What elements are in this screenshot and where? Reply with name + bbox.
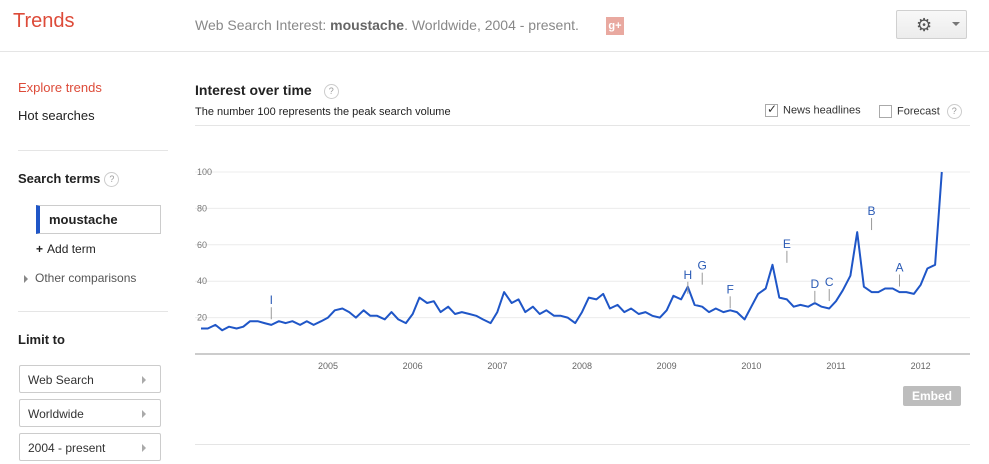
other-comparisons-toggle[interactable]: Other comparisons: [24, 271, 136, 285]
sidebar: Explore trends Hot searches Search terms…: [0, 52, 175, 464]
search-terms-heading: Search terms?: [18, 171, 120, 188]
x-tick-label: 2010: [741, 361, 761, 371]
limit-region-value: Worldwide: [28, 407, 84, 421]
query-summary: Web Search Interest: moustache. Worldwid…: [195, 17, 579, 33]
interest-over-time-heading: Interest over time?: [195, 82, 339, 99]
limit-region-select[interactable]: Worldwide: [19, 399, 161, 427]
top-bar: Trends Web Search Interest: moustache. W…: [0, 0, 989, 52]
y-tick-label: 20: [197, 313, 207, 323]
news-headlines-checkbox[interactable]: News headlines: [765, 102, 861, 117]
chevron-right-icon: [142, 376, 146, 384]
forecast-checkbox[interactable]: Forecast?: [879, 104, 962, 119]
x-tick-label: 2011: [826, 361, 845, 371]
limit-to-heading: Limit to: [18, 332, 65, 347]
y-tick-label: 40: [197, 276, 207, 286]
limit-time-select[interactable]: 2004 - present: [19, 433, 161, 461]
checkbox-checked-icon: [765, 102, 778, 117]
limit-time-value: 2004 - present: [28, 441, 106, 455]
query-suffix: . Worldwide, 2004 - present.: [404, 17, 579, 33]
divider: [195, 444, 970, 445]
embed-button[interactable]: Embed: [903, 386, 961, 406]
annotation-label: H: [683, 268, 692, 282]
forecast-label: Forecast: [897, 105, 940, 118]
annotation-label: A: [895, 260, 903, 274]
checkbox-unchecked-icon: [879, 105, 892, 118]
nav-hot-searches[interactable]: Hot searches: [18, 108, 95, 123]
gear-icon: ⚙: [916, 15, 933, 35]
news-headlines-label: News headlines: [783, 104, 861, 117]
google-plus-share-button[interactable]: g+: [606, 17, 624, 35]
annotation-label: I: [270, 293, 273, 307]
chevron-right-icon: [142, 410, 146, 418]
add-term-label: Add term: [47, 242, 96, 256]
help-icon[interactable]: ?: [104, 172, 120, 188]
brand-logo[interactable]: Trends: [13, 10, 75, 32]
annotation-label: D: [810, 277, 819, 291]
interest-over-time-title: Interest over time: [195, 82, 312, 98]
x-tick-label: 2012: [911, 361, 931, 371]
limit-web-search-select[interactable]: Web Search: [19, 365, 161, 393]
plus-icon: +: [36, 242, 44, 256]
annotation-label: B: [868, 204, 876, 218]
annotation-label: C: [825, 275, 834, 289]
nav-explore-trends[interactable]: Explore trends: [18, 80, 102, 95]
settings-button[interactable]: ⚙: [896, 10, 967, 39]
chart-subtitle: The number 100 represents the peak searc…: [195, 106, 451, 118]
query-term: moustache: [330, 17, 405, 33]
other-comparisons-label: Other comparisons: [35, 271, 137, 285]
main-panel: Interest over time? The number 100 repre…: [195, 52, 975, 464]
annotation-label: E: [783, 237, 791, 251]
x-tick-label: 2006: [403, 361, 423, 371]
interest-chart: 20 40 60 80 100 2005 2006 2007 2008 2009 2010 2011 2…: [195, 167, 970, 371]
help-icon[interactable]: ?: [946, 104, 962, 119]
chevron-right-icon: [24, 274, 28, 283]
y-tick-label: 60: [197, 240, 207, 250]
limit-web-search-value: Web Search: [28, 373, 94, 387]
x-tick-label: 2005: [318, 361, 338, 371]
chevron-right-icon: [142, 444, 146, 452]
search-term-moustache[interactable]: moustache: [36, 205, 161, 234]
divider: [195, 125, 970, 126]
series-line: [201, 171, 943, 332]
y-tick-label: 100: [197, 167, 212, 177]
annotation-label: G: [698, 259, 707, 273]
y-tick-label: 80: [197, 203, 207, 213]
x-tick-label: 2007: [487, 361, 507, 371]
search-terms-label: Search terms: [18, 171, 101, 186]
help-icon[interactable]: ?: [323, 83, 339, 99]
divider: [18, 311, 168, 312]
chevron-down-icon: [952, 22, 960, 26]
divider: [18, 150, 168, 151]
x-tick-label: 2008: [572, 361, 592, 371]
annotation-label: F: [726, 282, 733, 296]
query-prefix: Web Search Interest:: [195, 17, 331, 33]
add-term-button[interactable]: + Add term: [36, 242, 96, 256]
x-tick-label: 2009: [657, 361, 677, 371]
